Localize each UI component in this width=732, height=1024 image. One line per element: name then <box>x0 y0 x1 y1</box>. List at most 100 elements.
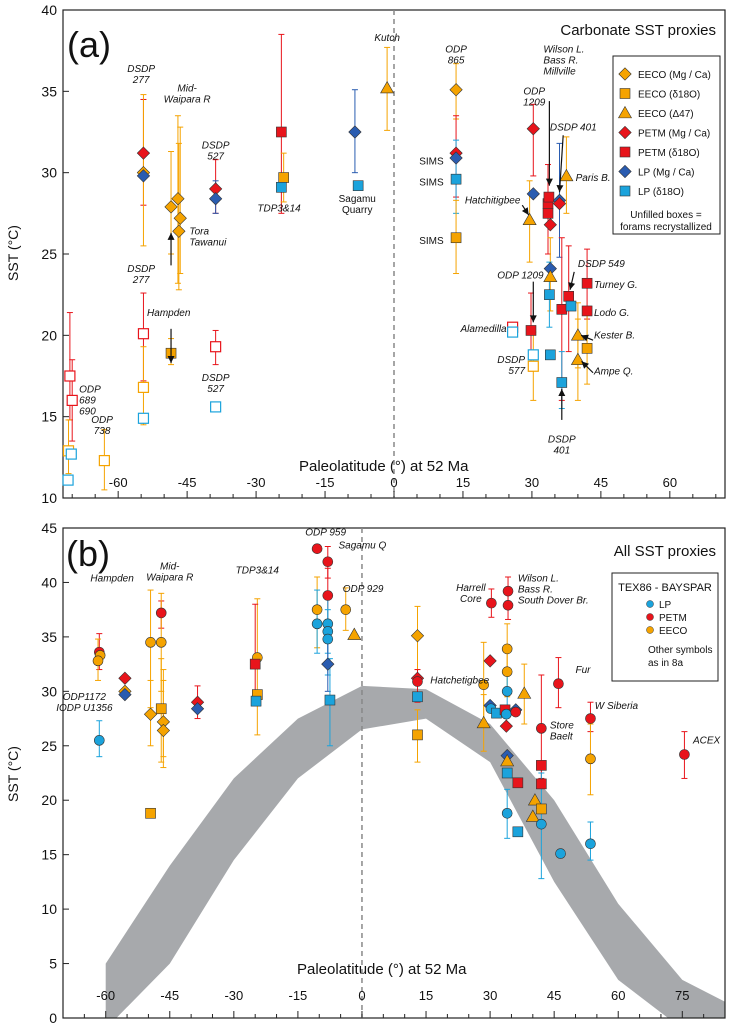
legend-marker <box>618 164 632 179</box>
site-label: Paris B. <box>576 173 611 184</box>
site-label: Alamedilla <box>459 324 507 335</box>
data-point-lp-diamond <box>209 192 223 206</box>
data-point-petm-circle <box>502 600 514 611</box>
y-tick-label: 15 <box>41 409 57 425</box>
panel-b: (b) All SST proxies Paleolatitude (°) at… <box>5 520 726 1024</box>
panel-b-points <box>92 543 690 859</box>
panel-b-ylabel: SST (°C) <box>5 746 21 802</box>
data-point-eeco-square <box>527 360 539 372</box>
site-label: Hampden <box>90 573 134 584</box>
legend-label: LP <box>659 600 672 611</box>
site-label: SIMS <box>419 236 444 247</box>
x-tick-label: 45 <box>594 475 608 490</box>
data-point-eeco-diamond <box>164 200 178 214</box>
y-tick-label: 45 <box>41 520 57 536</box>
panel-b-letter: (b) <box>66 533 110 574</box>
data-point-eeco-circle <box>501 666 513 678</box>
site-label: TDP3&14 <box>257 204 301 215</box>
data-point-petm-square <box>542 208 554 219</box>
data-point-lp-diamond <box>348 125 362 139</box>
x-tick-label: -30 <box>247 475 266 490</box>
panel-b-title: All SST proxies <box>614 543 716 560</box>
data-point-eeco-square <box>278 172 289 183</box>
data-point-lp-square <box>210 401 222 413</box>
legend-marker <box>618 125 632 140</box>
data-point-eeco-diamond <box>171 192 185 206</box>
legend-item: EECO (δ18O) <box>619 88 700 101</box>
data-point-lp-square <box>450 173 462 185</box>
site-label: ODP 929 <box>343 584 384 595</box>
site-label: DSDP 277 <box>127 64 155 86</box>
y-tick-label: 25 <box>41 246 57 262</box>
x-tick-label: 45 <box>547 988 561 1003</box>
site-label: Turney G. <box>594 280 638 291</box>
data-point-eeco-square <box>98 454 110 467</box>
x-tick-label: -60 <box>109 475 128 490</box>
site-label: DSDP 577 <box>497 355 525 377</box>
panel-b-legend-box <box>611 572 719 682</box>
y-tick-label: 35 <box>41 83 57 99</box>
data-point-eeco-circle <box>478 679 489 691</box>
data-point-eeco-circle <box>92 655 104 667</box>
legend-note-line-2: forams recrystallized <box>620 222 712 233</box>
x-tick-label: -15 <box>316 475 335 490</box>
data-point-petm-square <box>563 290 574 302</box>
data-point-petm-diamond <box>552 196 567 211</box>
data-point-petm-circle <box>322 556 334 568</box>
data-point-lp-square <box>65 448 77 460</box>
data-point-petm-square <box>137 328 150 340</box>
legend-label: EECO (δ18O) <box>638 90 700 101</box>
data-point-petm-circle <box>553 678 564 690</box>
data-point-petm-circle <box>322 590 334 601</box>
data-point-petm-square <box>249 658 261 670</box>
data-point-eeco-triangle <box>476 715 491 729</box>
legend-marker <box>617 105 633 119</box>
data-point-eeco-triangle <box>559 168 574 182</box>
data-point-petm-diamond <box>499 719 513 733</box>
data-point-petm-square <box>276 126 287 138</box>
data-point-eeco-triangle <box>517 686 532 699</box>
legend-label: PETM <box>659 613 687 624</box>
panel-b-xlabel: Paleolatitude (°) at 52 Ma <box>297 961 467 978</box>
legend-note-line-1: Other symbols <box>648 645 712 656</box>
data-point-petm-diamond <box>526 122 540 136</box>
data-point-lp-circle <box>311 618 323 630</box>
legend-note-line-1: Unfilled boxes = <box>630 210 702 221</box>
site-label: Harrell Core <box>456 583 486 605</box>
data-point-lp-square <box>62 474 74 486</box>
data-point-eeco-square <box>450 232 462 244</box>
legend-marker <box>619 146 631 158</box>
data-point-lp-diamond <box>118 687 132 702</box>
site-label: W Siberia <box>595 701 639 712</box>
legend-marker <box>619 185 631 197</box>
data-point-eeco-triangle <box>570 352 585 365</box>
data-point-petm-square <box>525 325 537 336</box>
legend-label: PETM (Mg / Ca) <box>638 129 710 140</box>
data-point-petm-circle <box>510 706 522 718</box>
label-arrow <box>167 328 175 363</box>
data-point-petm-circle <box>311 543 323 554</box>
data-point-lp-circle <box>501 686 513 697</box>
x-tick-label: 0 <box>390 475 397 490</box>
data-point-petm-diamond <box>543 218 557 232</box>
panel-b-legend: TEX86 - BAYSPAR LP PETM EECO Other symbols… <box>611 572 719 682</box>
data-point-lp-square <box>250 695 262 707</box>
site-label: SIMS <box>419 157 444 168</box>
site-label: DSDP 527 <box>202 140 230 162</box>
data-point-lp-square <box>544 289 555 300</box>
y-tick-label: 5 <box>49 956 57 972</box>
site-label: DSDP 401 <box>548 435 576 457</box>
x-tick-label: 0 <box>358 988 365 1003</box>
data-point-petm-square <box>66 394 78 406</box>
data-point-petm-circle <box>536 723 547 734</box>
data-point-eeco-circle <box>311 604 323 615</box>
panel-a-y-axis: 10 15 20 25 30 35 40 <box>41 2 69 506</box>
data-point-eeco-square <box>412 729 423 741</box>
data-point-eeco-triangle <box>500 753 515 767</box>
site-label: ODP1172 IODP U1356 <box>56 692 113 714</box>
y-tick-label: 0 <box>49 1010 57 1024</box>
y-tick-label: 40 <box>41 574 57 590</box>
legend-title: TEX86 - BAYSPAR <box>618 582 712 594</box>
label-arrow <box>568 271 576 290</box>
